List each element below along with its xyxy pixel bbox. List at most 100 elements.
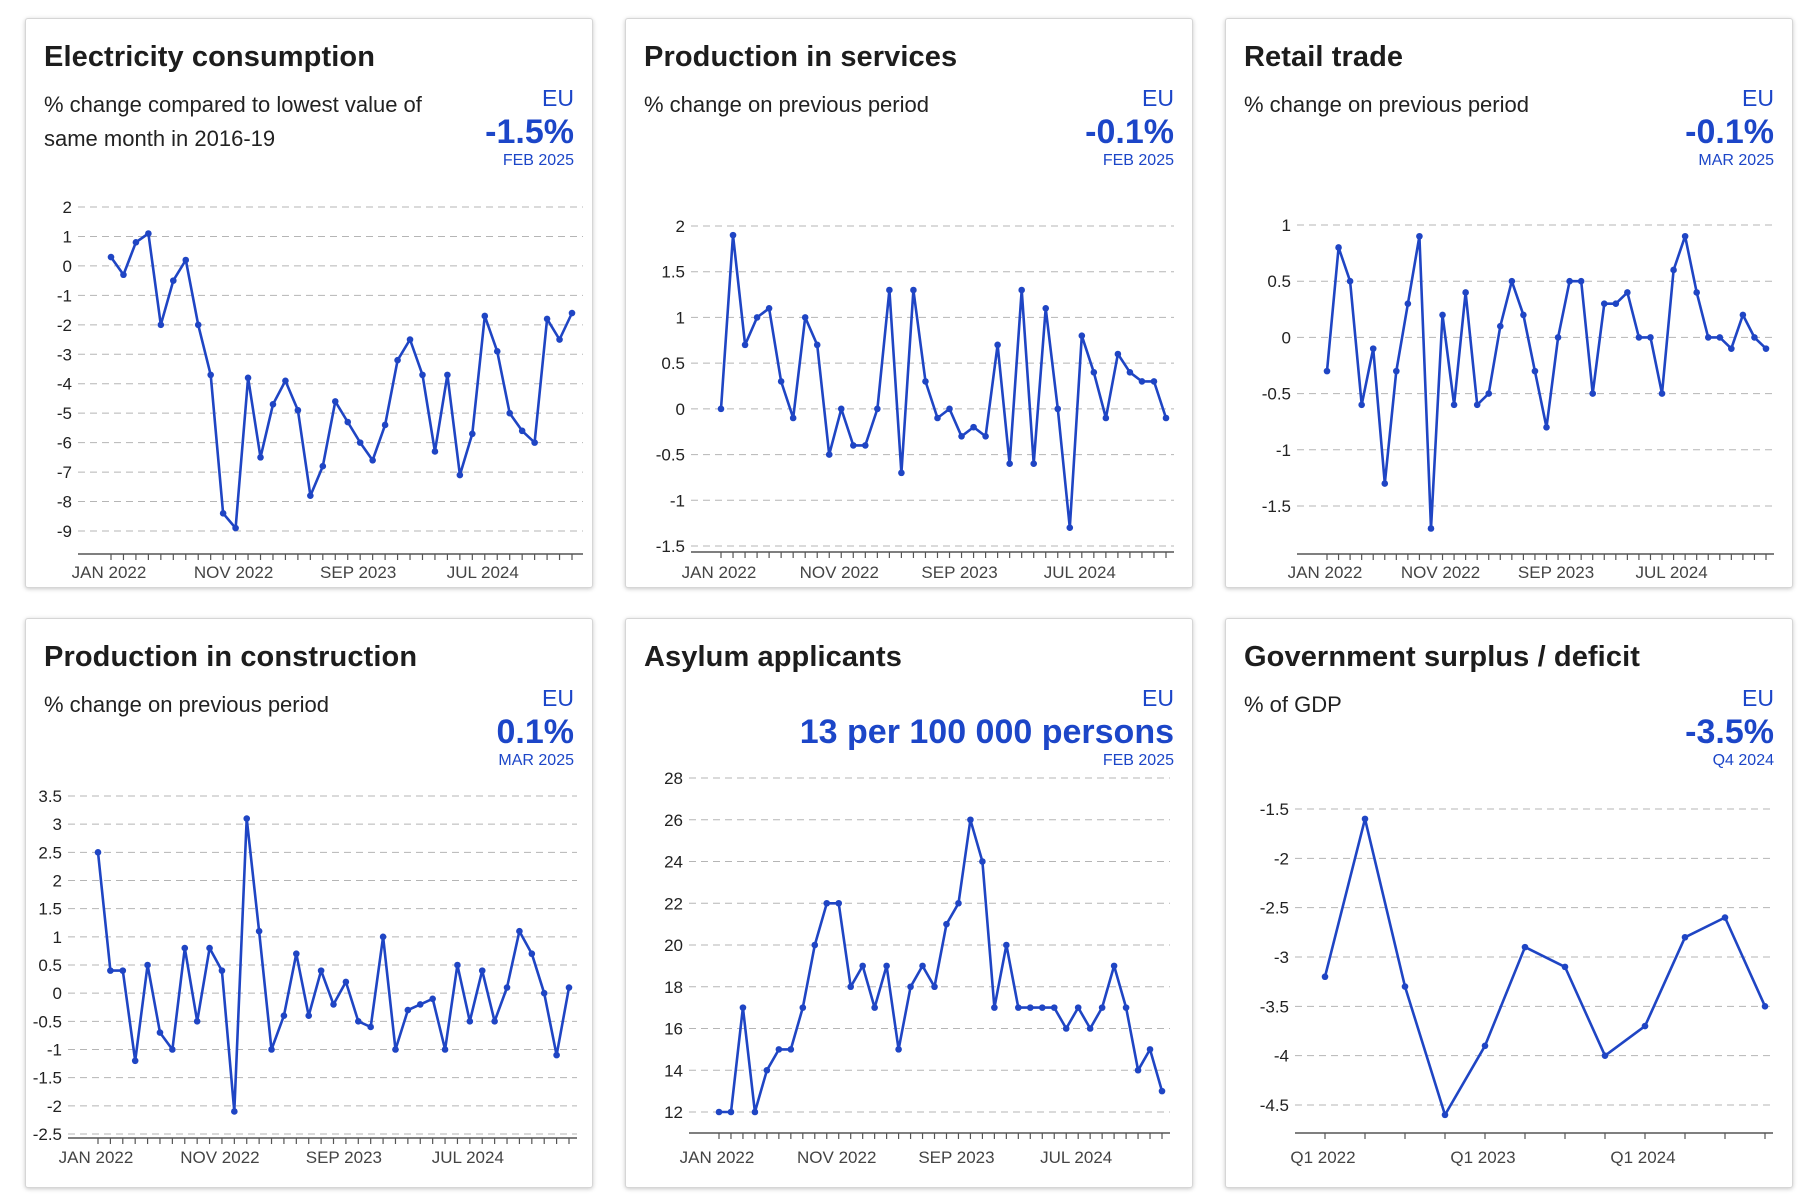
data-point[interactable] (1612, 300, 1620, 307)
data-point[interactable] (751, 1108, 759, 1116)
data-point[interactable] (145, 230, 152, 237)
data-point[interactable] (1323, 367, 1331, 375)
data-point[interactable] (1704, 334, 1712, 341)
data-point[interactable] (206, 944, 213, 952)
data-point[interactable] (1762, 345, 1770, 352)
data-point[interactable] (1361, 815, 1369, 823)
data-point[interactable] (898, 469, 905, 477)
data-point[interactable] (120, 271, 127, 279)
data-point[interactable] (356, 439, 364, 446)
data-point[interactable] (1074, 1004, 1082, 1011)
data-point[interactable] (94, 849, 102, 856)
data-point[interactable] (1716, 334, 1724, 341)
data-point[interactable] (219, 510, 227, 517)
data-point[interactable] (232, 524, 239, 532)
data-point[interactable] (1520, 311, 1527, 319)
data-point[interactable] (394, 356, 401, 364)
data-point[interactable] (330, 1001, 337, 1008)
data-point[interactable] (931, 983, 938, 991)
data-point[interactable] (431, 448, 439, 455)
data-point[interactable] (1521, 943, 1529, 951)
data-point[interactable] (1761, 1003, 1769, 1010)
data-point[interactable] (1416, 232, 1423, 240)
data-point[interactable] (342, 978, 350, 986)
data-point[interactable] (789, 414, 797, 422)
data-point[interactable] (1404, 300, 1412, 307)
data-point[interactable] (895, 1046, 902, 1053)
data-point[interactable] (305, 1012, 313, 1019)
data-point[interactable] (1126, 368, 1134, 376)
data-point[interactable] (1658, 390, 1666, 397)
data-point[interactable] (381, 421, 389, 429)
data-point[interactable] (1473, 401, 1481, 409)
data-point[interactable] (1589, 390, 1597, 397)
data-point[interactable] (871, 1004, 878, 1011)
data-point[interactable] (1481, 1042, 1489, 1050)
data-point[interactable] (244, 374, 252, 382)
data-point[interactable] (919, 962, 926, 970)
data-point[interactable] (231, 1108, 238, 1115)
data-point[interactable] (847, 983, 855, 991)
data-point[interactable] (319, 462, 327, 470)
data-point[interactable] (456, 471, 464, 479)
data-point[interactable] (169, 1046, 176, 1053)
data-point[interactable] (406, 336, 414, 343)
data-point[interactable] (331, 398, 339, 405)
data-point[interactable] (943, 920, 950, 928)
data-point[interactable] (518, 427, 526, 435)
data-point[interactable] (849, 442, 857, 449)
data-point[interactable] (1150, 378, 1158, 385)
data-point[interactable] (1751, 334, 1758, 341)
data-point[interactable] (1369, 345, 1377, 352)
data-point[interactable] (1086, 1025, 1094, 1032)
data-point[interactable] (1062, 1025, 1070, 1032)
data-point[interactable] (886, 286, 893, 294)
data-point[interactable] (1681, 933, 1689, 941)
data-point[interactable] (1721, 914, 1729, 921)
data-point[interactable] (1066, 524, 1074, 532)
data-point[interactable] (1158, 1087, 1166, 1095)
data-point[interactable] (1543, 424, 1550, 431)
data-point[interactable] (506, 409, 514, 417)
data-point[interactable] (1427, 525, 1435, 532)
data-point[interactable] (1026, 1004, 1034, 1011)
data-point[interactable] (1635, 334, 1643, 341)
data-point[interactable] (268, 1046, 275, 1053)
data-point[interactable] (1018, 286, 1025, 294)
data-point[interactable] (419, 371, 426, 379)
data-point[interactable] (955, 899, 962, 907)
data-point[interactable] (1439, 311, 1446, 319)
data-point[interactable] (991, 1004, 998, 1011)
data-point[interactable] (441, 1046, 449, 1053)
data-point[interactable] (1401, 983, 1409, 990)
data-point[interactable] (1485, 390, 1493, 397)
data-point[interactable] (1098, 1004, 1106, 1011)
data-point[interactable] (429, 995, 436, 1003)
data-point[interactable] (753, 314, 761, 321)
data-point[interactable] (874, 405, 881, 413)
data-point[interactable] (970, 423, 977, 431)
data-point[interactable] (1561, 963, 1569, 971)
data-point[interactable] (1566, 277, 1573, 285)
data-point[interactable] (556, 336, 563, 343)
data-point[interactable] (1042, 304, 1050, 312)
data-point[interactable] (294, 406, 302, 414)
data-point[interactable] (859, 962, 866, 970)
data-point[interactable] (1647, 334, 1654, 341)
data-point[interactable] (478, 967, 486, 974)
data-point[interactable] (481, 312, 489, 320)
data-point[interactable] (404, 1006, 412, 1014)
data-point[interactable] (835, 899, 843, 907)
data-point[interactable] (1381, 480, 1389, 487)
data-point[interactable] (528, 950, 536, 958)
data-point[interactable] (741, 341, 749, 349)
data-point[interactable] (765, 304, 773, 312)
data-point[interactable] (1122, 1004, 1130, 1011)
data-point[interactable] (1162, 414, 1170, 422)
data-point[interactable] (1441, 1111, 1449, 1119)
data-point[interactable] (1102, 414, 1110, 422)
data-point[interactable] (280, 1012, 288, 1019)
data-point[interactable] (1090, 368, 1098, 376)
data-point[interactable] (416, 1001, 424, 1008)
data-point[interactable] (1462, 289, 1469, 296)
